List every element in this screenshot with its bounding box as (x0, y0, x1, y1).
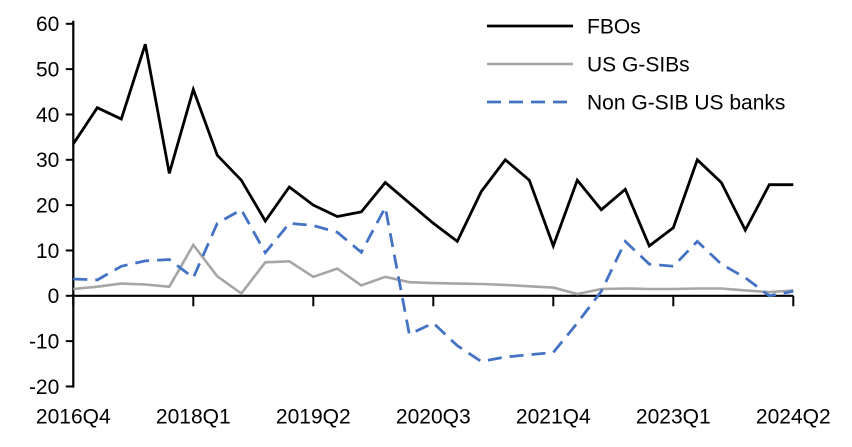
series-line-us-g-sibs (73, 242, 794, 296)
y-tick-label: 50 (36, 58, 59, 81)
y-tick-label: 10 (36, 240, 59, 263)
y-tick-label: 30 (36, 149, 59, 172)
x-tick-label: 2018Q1 (156, 405, 231, 428)
legend-label-non-g-sib-us-banks: Non G-SIB US banks (587, 91, 785, 114)
y-tick-label: 0 (48, 285, 60, 308)
legend-label-us-g-sibs: US G-SIBs (587, 53, 690, 76)
legend-item-non-g-sib-us-banks: Non G-SIB US banks (487, 91, 785, 114)
x-tick-label: 2016Q4 (36, 405, 111, 428)
series-line-non-g-sib-us-banks (73, 203, 794, 363)
series-line-fbos (72, 43, 794, 250)
y-tick-label: -20 (29, 376, 59, 399)
y-tick-label: 60 (36, 13, 59, 36)
legend-label-fbos: FBOs (587, 15, 641, 38)
y-tick-label: 40 (36, 104, 59, 127)
x-tick-label: 2019Q2 (276, 405, 351, 428)
legend: FBOs US G-SIBs Non G-SIB US banks (487, 15, 785, 114)
axis-labels: 60 50 40 30 20 10 0 -10 -20 2016Q4 2018Q1 2019Q2 202… (29, 13, 831, 428)
x-axis (72, 294, 795, 307)
y-tick-label: 20 (36, 194, 59, 217)
y-tick-label: -10 (29, 330, 59, 353)
x-tick-label: 2024Q2 (756, 405, 831, 428)
legend-item-us-g-sibs: US G-SIBs (487, 53, 690, 76)
x-tick-label: 2023Q1 (636, 405, 711, 428)
x-tick-label: 2020Q3 (396, 405, 471, 428)
x-tick-label: 2021Q4 (516, 405, 591, 428)
legend-item-fbos: FBOs (487, 15, 641, 38)
y-axis (65, 20, 75, 388)
